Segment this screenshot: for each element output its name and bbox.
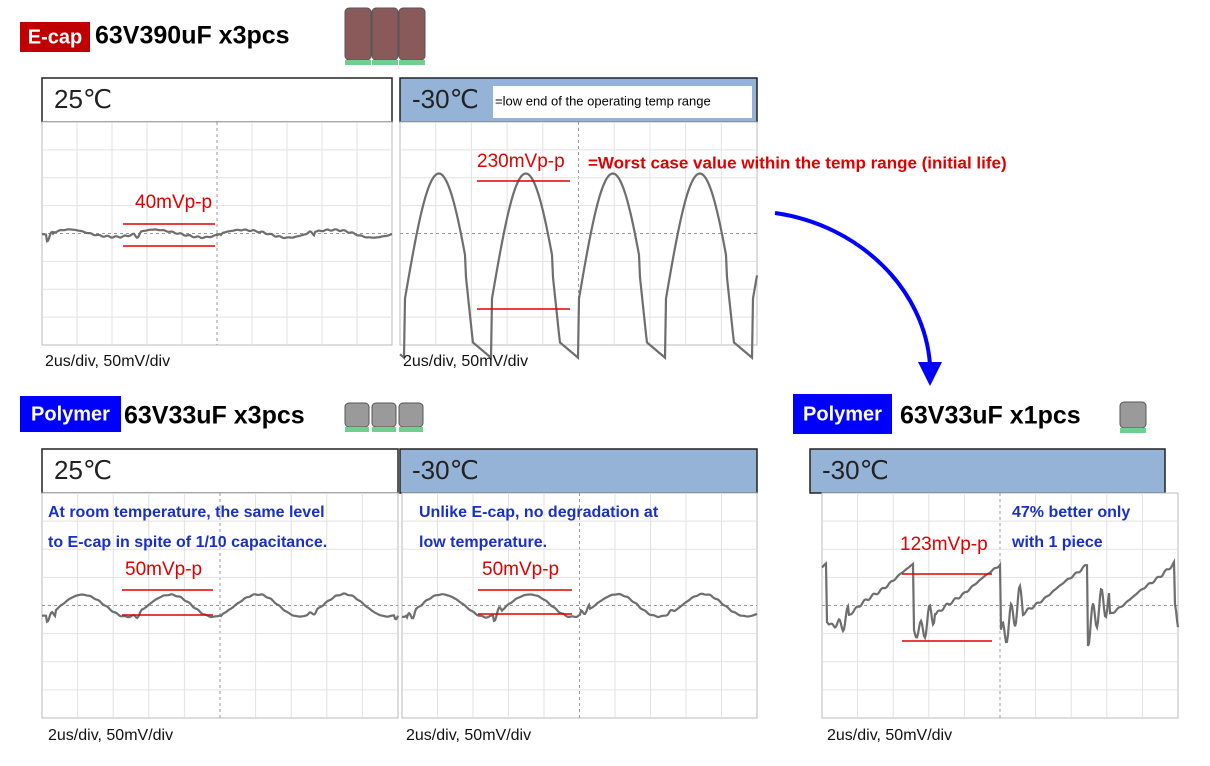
- temp-header: [41, 77, 393, 123]
- waveform: [821, 558, 1180, 647]
- comment: At room temperature, the same level: [48, 504, 325, 521]
- note-box: [493, 86, 752, 118]
- comment: to E-cap in spite of 1/10 capacitance.: [48, 534, 327, 551]
- scale: 2us/div, 50mV/div: [403, 353, 528, 370]
- temp-label: 25℃: [54, 84, 112, 114]
- group-tag-bg: [793, 394, 892, 434]
- temp-header: [41, 448, 399, 494]
- capacitor-base: [345, 427, 369, 432]
- measurement: 40mVp-p: [135, 192, 212, 213]
- waveform: [401, 592, 758, 623]
- temp-header: [809, 448, 1166, 494]
- annotation: =Worst case value within the temp range …: [588, 153, 1007, 172]
- scale: 2us/div, 50mV/div: [827, 727, 952, 744]
- comment: Unlike E-cap, no degradation at: [419, 504, 659, 521]
- capacitor-icon: [371, 402, 397, 428]
- group-tag-bg: [20, 396, 121, 432]
- group-tag: E-cap: [28, 26, 82, 48]
- comment: with 1 piece: [1011, 534, 1103, 551]
- capacitor-icon: [344, 402, 370, 428]
- capacitor-base: [372, 427, 396, 432]
- temp-label: -30℃: [412, 455, 479, 485]
- temp-label: -30℃: [412, 84, 479, 114]
- group-title: 63V33uF x3pcs: [124, 402, 305, 430]
- group-tag: Polymer: [803, 403, 882, 425]
- capacitor-base: [1120, 428, 1146, 433]
- temp-label: 25℃: [54, 455, 112, 485]
- waveform: [41, 228, 393, 243]
- measurement: 123mVp-p: [900, 534, 988, 555]
- capacitor-base: [399, 427, 423, 432]
- measurement: 50mVp-p: [482, 559, 559, 580]
- scale: 2us/div, 50mV/div: [45, 353, 170, 370]
- comment: low temperature.: [419, 534, 547, 551]
- capacitor-icon: [1119, 401, 1147, 429]
- group-tag-bg: [20, 22, 90, 52]
- capacitor-base: [372, 60, 398, 65]
- capacitor-icon: [344, 7, 372, 61]
- arrow: [774, 211, 932, 366]
- arrow-head: [918, 362, 942, 386]
- capacitor-icon: [398, 7, 426, 61]
- capacitor-base: [345, 60, 371, 65]
- scale: 2us/div, 50mV/div: [48, 727, 173, 744]
- waveform: [399, 172, 759, 361]
- waveform: [41, 592, 400, 624]
- capacitor-icon: [398, 402, 424, 428]
- group-tag: Polymer: [31, 403, 110, 425]
- scale: 2us/div, 50mV/div: [406, 727, 531, 744]
- temp-label: -30℃: [822, 455, 889, 485]
- measurement: 50mVp-p: [125, 559, 202, 580]
- note: =low end of the operating temp range: [495, 93, 711, 108]
- measurement: 230mVp-p: [477, 151, 565, 172]
- capacitor-icon: [371, 7, 399, 61]
- group-title: 63V33uF x1pcs: [900, 402, 1081, 430]
- temp-header: [399, 448, 758, 494]
- capacitor-base: [399, 60, 425, 65]
- comment: 47% better only: [1012, 504, 1130, 521]
- group-title: 63V390uF x3pcs: [95, 22, 290, 50]
